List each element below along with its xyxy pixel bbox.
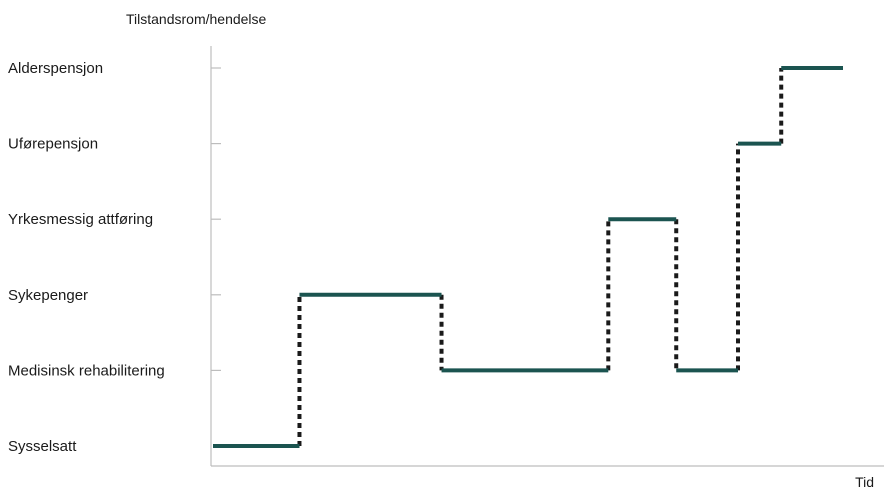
y-ticks: [211, 67, 221, 371]
state-segments: [213, 66, 843, 448]
category-label-sysselsatt: Sysselsatt: [8, 438, 77, 455]
category-label-yrkesmessig-attf-ring: Yrkesmessig attføring: [8, 211, 153, 228]
transitions: [297, 68, 784, 446]
category-labels: Sysselsatt Medisinsk rehabilitering Sykepe…: [8, 60, 165, 455]
x-axis-title: Tid: [855, 474, 874, 490]
y-axis-title: Tilstandsrom/hendelse: [126, 11, 267, 27]
category-label-alderspensjon: Alderspensjon: [8, 60, 103, 77]
category-label-sykepenger: Sykepenger: [8, 287, 88, 304]
category-label-medisinsk-rehabilitering: Medisinsk rehabilitering: [8, 362, 165, 379]
category-label-uf-repensjon: Uførepensjon: [8, 136, 98, 153]
